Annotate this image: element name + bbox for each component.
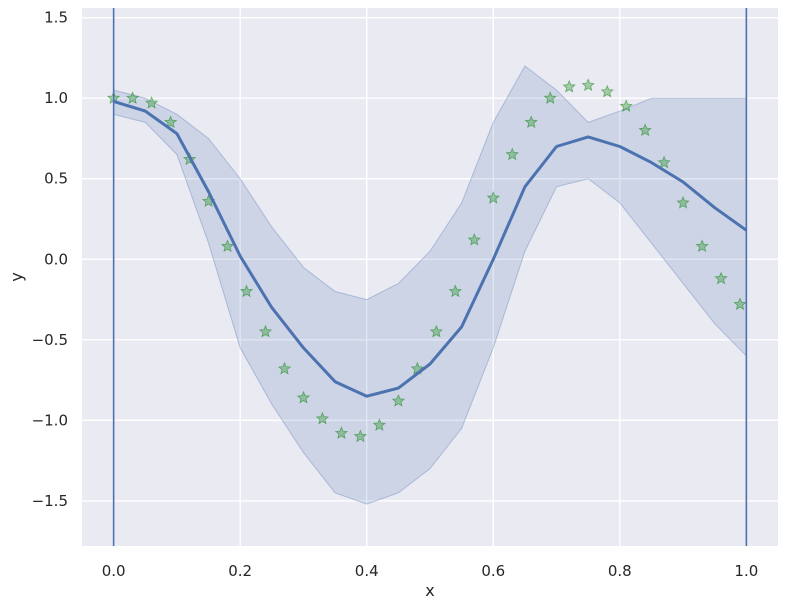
x-tick-label: 0.0 [102,562,126,580]
observation-point [334,426,349,439]
mean-line [113,99,748,398]
observation-point [353,429,368,443]
grid-layer [82,8,778,546]
observation-point [391,393,406,407]
observation-point [467,232,481,246]
observation-point [581,78,595,92]
observation-point [125,91,140,104]
x-tick-label: 0.2 [228,562,252,580]
observation-point [562,79,576,93]
x-tick-label: 1.0 [734,562,758,580]
observation-point [277,361,292,375]
x-axis-label: x [425,581,434,600]
y-tick-label: −1.0 [32,411,68,429]
observation-point [486,191,501,204]
y-tick-label: −1.5 [32,492,68,510]
observation-point [144,95,159,109]
mean-line-layer [113,99,748,398]
y-axis-label: y [7,272,26,281]
y-tick-label: 1.5 [44,9,68,27]
observation-point [315,411,330,425]
y-tick-label: 1.0 [44,89,68,107]
observation-point [714,271,728,285]
observation-point [220,239,235,253]
y-tick-label: 0.0 [44,250,68,268]
x-tick-label: 0.4 [355,562,379,580]
observation-point [372,418,387,431]
observation-point [296,390,311,404]
y-tick-label: −0.5 [32,331,68,349]
observation-layer [106,78,747,443]
observation-point [543,91,557,104]
observation-point [448,284,462,298]
y-tick-label: 0.5 [44,170,68,188]
observation-point [258,324,273,338]
observation-point [676,195,690,209]
observation-point [600,84,614,98]
observation-point [163,115,178,129]
x-tick-label: 0.8 [608,562,632,580]
observation-point [638,123,652,137]
observation-point [619,99,633,112]
observation-point [733,297,747,311]
observation-point [657,155,671,169]
observation-point [524,115,538,129]
tick-label-layer: 0.0 0.2 0.4 0.6 0.8 1.0 −1.5 −1.0 −0.5 0.0 0.5 1.0 1… [32,9,759,580]
observation-point [429,324,443,338]
observation-point [505,147,520,161]
vertical-line-layer [112,8,748,546]
observation-point [695,239,709,253]
x-tick-label: 0.6 [481,562,505,580]
observation-point [239,284,254,298]
